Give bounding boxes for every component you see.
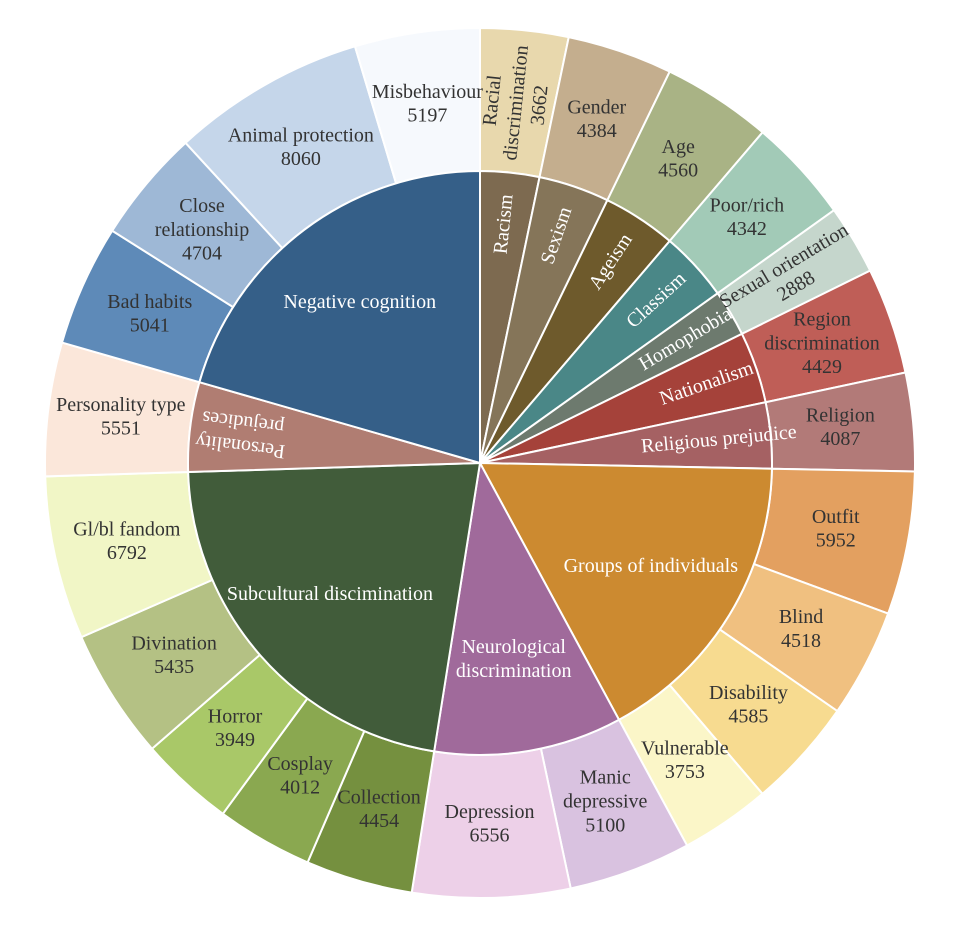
segment-value: 5952 (816, 530, 856, 552)
segment-label: Age (661, 136, 694, 158)
segment-label: Region discrimination (764, 308, 880, 354)
segment-value: 4012 (280, 777, 320, 799)
label-group: Groups of individuals (564, 555, 739, 577)
segment-label: Depression (444, 800, 534, 822)
segment-label: Poor/rich (710, 194, 784, 216)
group-label: Negative cognition (283, 291, 436, 313)
segment-value: 4454 (359, 810, 399, 832)
segment-value: 6556 (469, 824, 509, 846)
segment-value: 8060 (281, 148, 321, 170)
segment-label: Manic depressive (563, 766, 648, 812)
segment-value: 5197 (407, 104, 447, 126)
segment-label: Close relationship (155, 195, 249, 241)
group-label: Neurological discrimination (456, 636, 572, 682)
label-group: Neurological discrimination (456, 636, 572, 682)
inner-wedge (433, 459, 621, 756)
segment-value: 3949 (215, 729, 255, 751)
segment-label: Outfit (812, 506, 860, 528)
segment-value: 4384 (577, 120, 617, 142)
segment-value: 3753 (665, 761, 705, 783)
segment-value: 4342 (727, 218, 767, 240)
segment-label: Gl/bl fandom (73, 518, 181, 540)
group-label: Subcultural discimination (227, 583, 433, 605)
segment-value: 5041 (130, 314, 170, 336)
inner-wedge (187, 461, 482, 753)
segment-value: 4704 (182, 243, 222, 265)
segment-value: 5551 (101, 418, 141, 440)
segment-label: Personality type (56, 394, 186, 416)
segment-label: Disability (709, 681, 788, 703)
label-group: Personalityprejudices (194, 406, 289, 463)
group-label: Personalityprejudices (194, 406, 289, 463)
segment-value: 4087 (820, 428, 860, 450)
segment-value: 6792 (107, 542, 147, 564)
label-group: Negative cognition (283, 291, 436, 313)
segment-label: Bad habits (107, 290, 192, 312)
inner-wedge (478, 461, 773, 722)
segment-value: 5435 (154, 656, 194, 678)
segment-value: 4560 (658, 160, 698, 182)
segment-label: Blind (779, 606, 823, 628)
segment-label: Horror (208, 705, 263, 727)
segment-value: 5100 (585, 814, 625, 836)
segment-value: 4585 (728, 705, 768, 727)
inner-wedge (198, 169, 481, 465)
segment-value: 3662 (527, 84, 553, 126)
segment-label: Divination (131, 632, 217, 654)
segment-label: Collection (337, 786, 420, 808)
segment-value: 4518 (781, 630, 821, 652)
segment-label: Cosplay (267, 753, 333, 775)
segment-label: Gender (567, 96, 626, 118)
segment-label: Misbehaviour (372, 80, 483, 102)
segment-value: 4429 (802, 356, 842, 378)
segment-label: Vulnerable (641, 737, 729, 759)
segment-label: Religion (806, 404, 875, 426)
label-group: Subcultural discimination (227, 583, 433, 605)
segment-label: Animal protection (228, 124, 374, 146)
group-label: Groups of individuals (564, 555, 739, 577)
